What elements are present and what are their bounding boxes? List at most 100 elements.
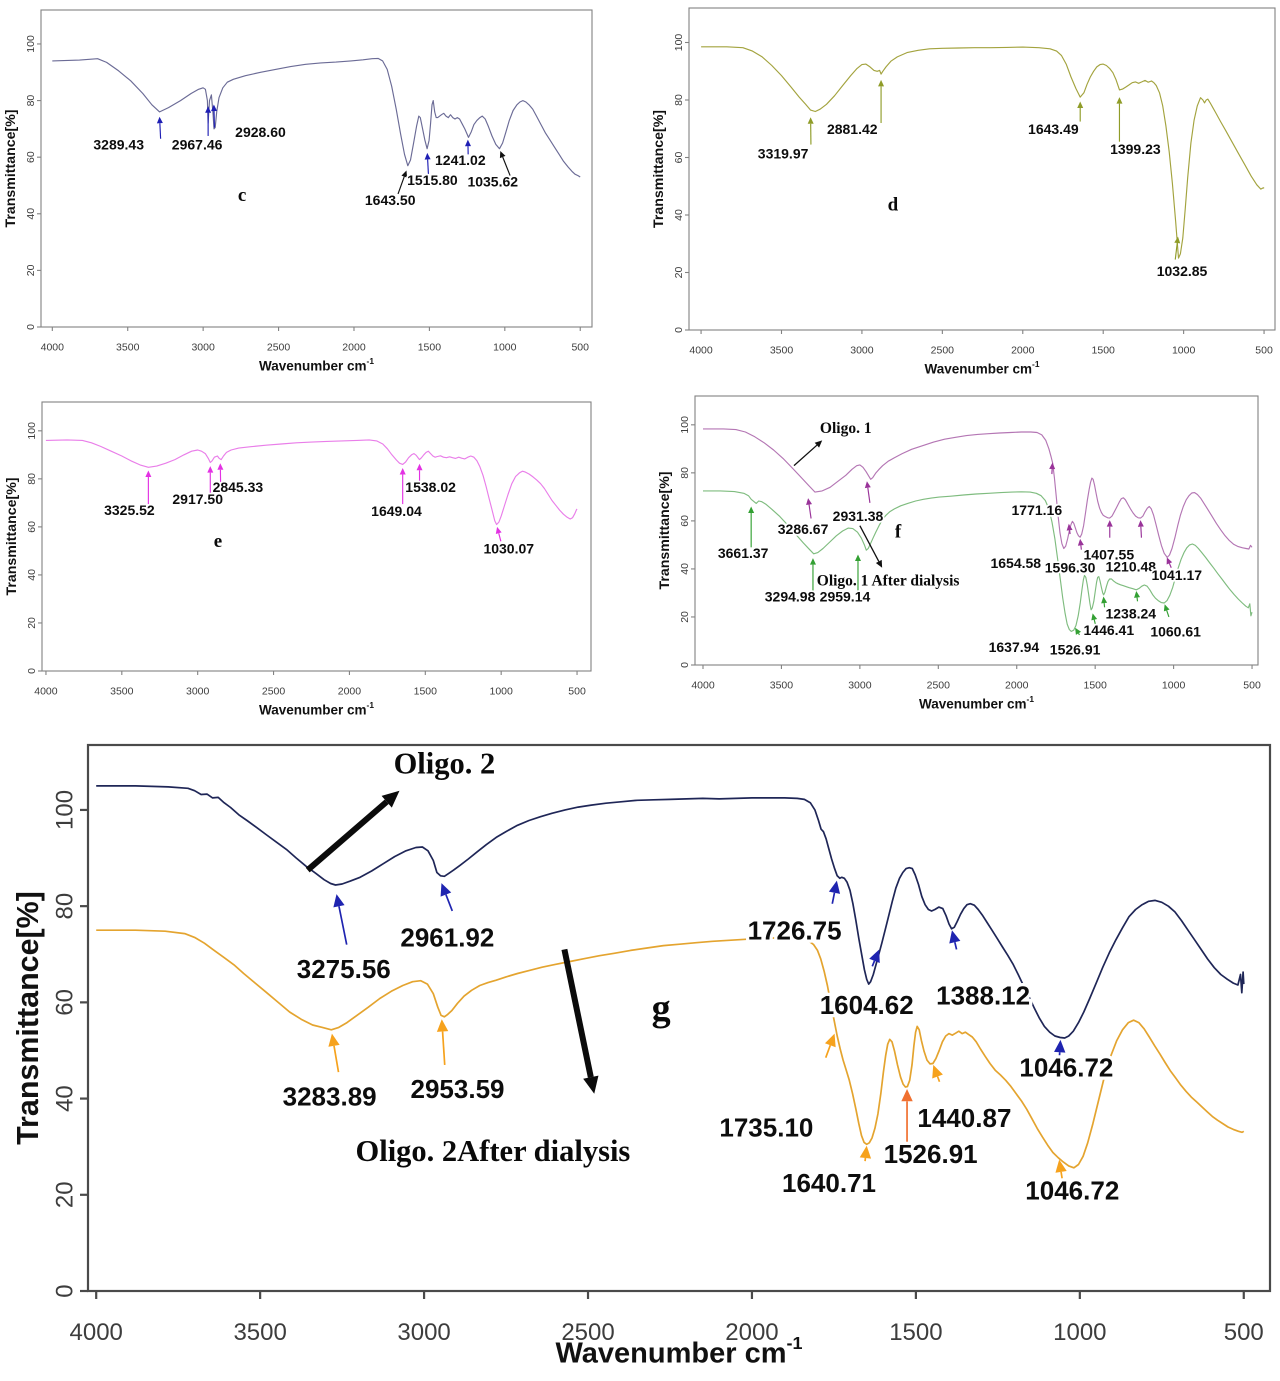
- arrowhead: [440, 883, 452, 897]
- arrowhead: [875, 559, 883, 568]
- arrowhead: [1055, 1159, 1067, 1173]
- peak-label: 1388.12: [936, 980, 1030, 1010]
- peak-label: 1060.61: [1150, 623, 1201, 639]
- x-tick-label: 2500: [262, 686, 286, 698]
- arrowhead: [401, 170, 408, 178]
- peak-label: 3294.98: [765, 588, 816, 604]
- spectrum-e-e: [45, 439, 578, 526]
- x-tick-label: 3000: [850, 345, 874, 357]
- arrowhead: [932, 1064, 943, 1079]
- x-axis-title: Wavenumber cm-1: [919, 694, 1034, 711]
- arrowhead: [814, 440, 823, 448]
- y-tick-label: 40: [26, 569, 38, 581]
- x-tick-label: 2500: [267, 342, 291, 354]
- x-tick-label: 500: [571, 342, 589, 354]
- peak-label: 2917.50: [172, 491, 223, 507]
- arrowhead: [1174, 236, 1181, 244]
- peak-label: 1446.41: [1084, 622, 1135, 638]
- peak-label: 1046.72: [1025, 1175, 1119, 1205]
- x-axis-title: Wavenumber cm-1: [259, 356, 374, 373]
- peak-label: 2881.42: [827, 121, 878, 137]
- arrowhead: [859, 1145, 872, 1159]
- arrowhead: [748, 506, 755, 513]
- peak-label: 3289.43: [93, 137, 144, 153]
- x-tick-label: 1000: [1162, 680, 1186, 692]
- y-tick-label: 60: [25, 151, 37, 163]
- arrowhead: [424, 152, 431, 160]
- x-tick-label: 3000: [191, 342, 215, 354]
- arrowhead: [145, 470, 152, 477]
- y-tick-label: 40: [25, 208, 37, 220]
- spectrum-f-oligo-1: [703, 428, 1253, 558]
- peak-label: 1210.48: [1105, 558, 1156, 574]
- x-tick-label: 1500: [1092, 345, 1116, 357]
- x-tick-label: 3000: [848, 680, 872, 692]
- y-tick-label: 80: [51, 893, 78, 920]
- y-axis-title: Transmittance[%]: [651, 110, 667, 228]
- x-tick-label: 2500: [927, 680, 951, 692]
- arrowhead: [806, 498, 813, 505]
- peak-label: 1526.91: [1050, 641, 1101, 657]
- peak-label: 1238.24: [1105, 605, 1156, 621]
- peak-label: 1643.50: [365, 192, 416, 208]
- peak-label: 2953.59: [411, 1074, 505, 1104]
- arrowhead: [1091, 613, 1098, 621]
- series-label: Oligo. 2: [394, 747, 496, 781]
- peak-label: 2931.38: [833, 508, 884, 524]
- panel-d: 4000 3500 3000 2500 2000 1500 1000 500 0 20 40 60 80…: [651, 7, 1276, 377]
- peak-label: 1030.07: [483, 540, 534, 556]
- x-axis-title: Wavenumber cm-1: [925, 359, 1040, 376]
- y-tick-label: 20: [673, 267, 685, 279]
- x-tick-label: 1500: [889, 1319, 942, 1346]
- x-tick-label: 3500: [233, 1319, 286, 1346]
- x-tick-label: 2000: [342, 342, 366, 354]
- series-label: Oligo. 1 After dialysis: [817, 573, 960, 590]
- y-axis-title: Transmittance[%]: [11, 891, 45, 1145]
- x-tick-label: 4000: [689, 345, 713, 357]
- peak-label: 2845.33: [213, 479, 264, 495]
- arrowhead: [901, 1088, 913, 1102]
- peak-label: 3283.89: [283, 1081, 377, 1111]
- x-tick-label: 4000: [41, 342, 65, 354]
- x-tick-label: 2000: [338, 686, 362, 698]
- y-tick-label: 60: [673, 152, 685, 164]
- panel-c: 4000 3500 3000 2500 2000 1500 1000 500 0 20 40 60 80…: [3, 9, 593, 374]
- y-tick-label: 100: [51, 790, 78, 830]
- y-tick-label: 100: [673, 34, 685, 52]
- x-tick-label: 4000: [34, 686, 58, 698]
- peak-label: 1032.85: [1157, 263, 1208, 279]
- y-tick-label: 100: [26, 422, 38, 440]
- plot-frame: [86, 743, 1272, 1293]
- arrowhead: [207, 466, 214, 473]
- peak-label: 1046.72: [1019, 1053, 1113, 1083]
- arrowhead: [1101, 596, 1108, 604]
- y-tick-label: 80: [679, 467, 691, 479]
- y-tick-label: 80: [673, 94, 685, 106]
- x-tick-label: 500: [1224, 1319, 1264, 1346]
- x-tick-label: 3000: [397, 1319, 450, 1346]
- arrowhead: [809, 558, 816, 565]
- x-tick-label: 3500: [770, 345, 794, 357]
- x-tick-label: 1000: [1172, 345, 1196, 357]
- arrowhead: [328, 1033, 340, 1047]
- arrowhead: [1054, 1039, 1066, 1053]
- y-tick-label: 80: [25, 95, 37, 107]
- panel-g: 4000 3500 3000 2500 2000 1500 1000 500 0 20 40 60 80…: [11, 743, 1272, 1370]
- y-axis-title: Transmittance[%]: [657, 472, 673, 590]
- y-tick-label: 20: [26, 617, 38, 629]
- peak-label: 3661.37: [718, 545, 769, 561]
- x-tick-label: 2000: [1011, 345, 1035, 357]
- peak-label: 1771.16: [1012, 502, 1063, 518]
- peak-label: 1515.80: [407, 172, 458, 188]
- y-tick-label: 100: [679, 416, 691, 434]
- peak-label: 1440.87: [917, 1103, 1011, 1133]
- arrowhead: [878, 79, 885, 87]
- arrowhead: [1116, 97, 1123, 104]
- x-tick-label: 1500: [1083, 680, 1107, 692]
- x-tick-label: 500: [1243, 680, 1261, 692]
- arrowhead: [217, 463, 224, 470]
- arrowhead: [333, 894, 345, 908]
- spectrum-c-c: [52, 57, 581, 178]
- arrowhead: [399, 468, 406, 475]
- x-tick-label: 2500: [931, 345, 955, 357]
